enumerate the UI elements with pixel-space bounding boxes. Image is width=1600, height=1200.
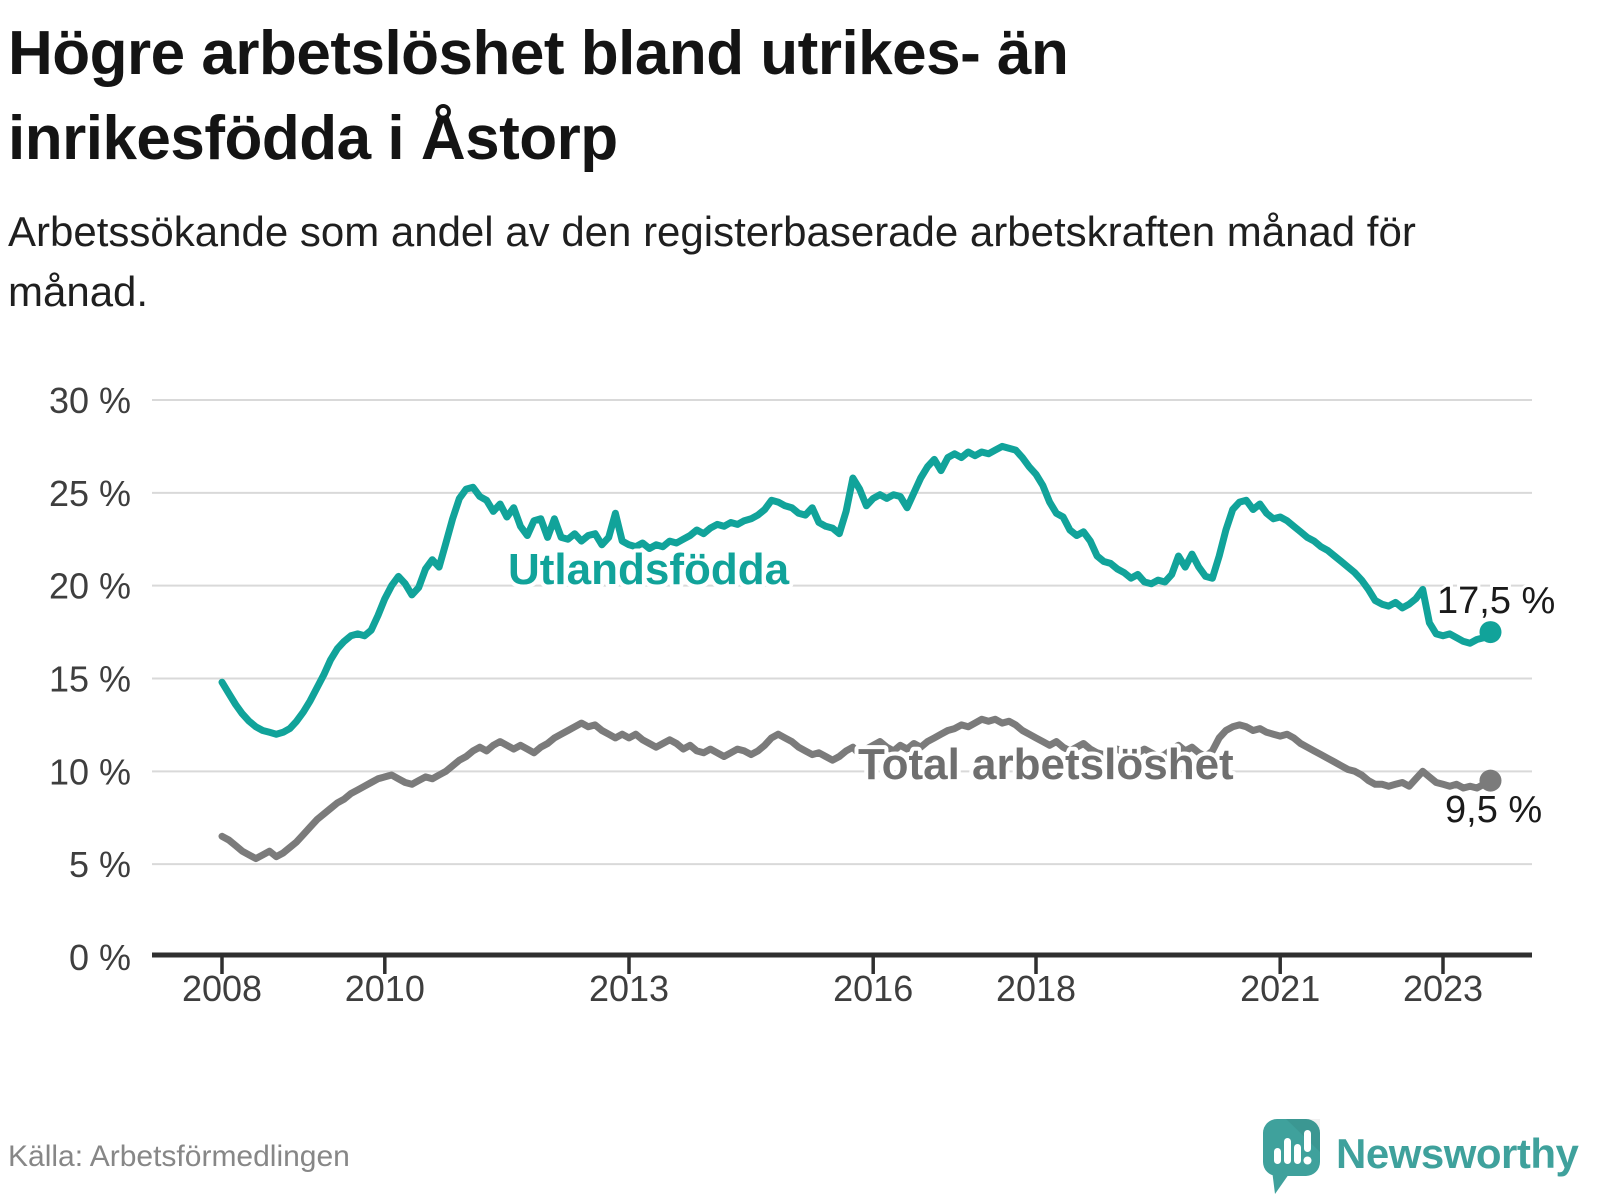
x-axis-tick-label: 2016 — [833, 968, 913, 1009]
y-axis-tick-label: 30 % — [49, 380, 131, 421]
y-axis-tick-label: 10 % — [49, 751, 131, 792]
end-value-label-utlandsfodda: 17,5 % — [1437, 580, 1555, 622]
chart-subtitle: Arbetssökande som andel av den registerb… — [8, 208, 1416, 315]
series-label-total: Total arbetslöshet — [858, 740, 1234, 789]
y-axis-tick-label: 25 % — [49, 473, 131, 514]
x-axis-tick-label: 2021 — [1240, 968, 1320, 1009]
newsworthy-logo-text: Newsworthy — [1336, 1130, 1579, 1177]
y-axis-tick-label: 5 % — [69, 844, 131, 885]
y-axis-tick-label: 0 % — [69, 937, 131, 978]
series-label-utlandsfodda: Utlandsfödda — [508, 545, 790, 594]
chart-title: Högre arbetslöshet bland utrikes- än inr… — [8, 19, 1069, 173]
y-axis-tick-label: 20 % — [49, 566, 131, 607]
series-line-total — [218, 715, 1494, 863]
x-axis-tick-label: 2023 — [1403, 968, 1483, 1009]
x-axis-tick-label: 2013 — [589, 968, 669, 1009]
end-value-label-total: 9,5 % — [1445, 789, 1542, 831]
x-axis-tick-label: 2010 — [345, 968, 425, 1009]
series-line-utlandsfodda — [218, 442, 1494, 738]
newsworthy-logo-icon — [1263, 1119, 1320, 1194]
x-axis-tick-label: 2008 — [182, 968, 262, 1009]
end-dot-total — [1479, 769, 1502, 792]
x-axis-tick-label: 2018 — [996, 968, 1076, 1009]
end-dot-utlandsfodda — [1479, 621, 1502, 644]
y-axis-tick-label: 15 % — [49, 658, 131, 699]
newsworthy-logo: Newsworthy — [1262, 1118, 1579, 1198]
source-note: Källa: Arbetsförmedlingen — [8, 1140, 350, 1173]
